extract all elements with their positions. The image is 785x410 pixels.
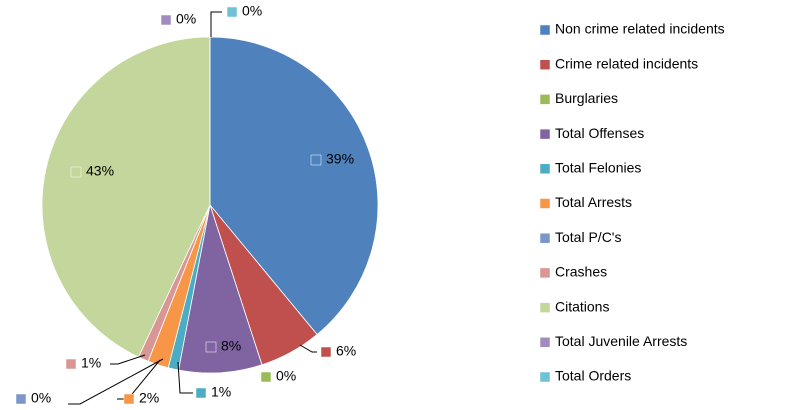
label-swatch xyxy=(70,166,82,178)
legend-swatch xyxy=(539,302,551,313)
legend-label: Total Arrests xyxy=(555,194,632,210)
label-swatch xyxy=(160,14,172,26)
legend-label: Burglaries xyxy=(555,90,618,106)
label-swatch xyxy=(260,371,272,383)
data-label: 1% xyxy=(81,355,101,371)
label-swatch xyxy=(320,346,332,358)
label-swatch xyxy=(65,358,77,370)
legend-label: Total Felonies xyxy=(555,160,641,176)
label-swatch xyxy=(310,154,322,166)
legend-swatch xyxy=(539,24,551,36)
legend-label: Total Offenses xyxy=(555,125,644,141)
label-swatch xyxy=(15,393,27,405)
legend-swatch xyxy=(539,59,551,70)
legend-label: Total Juvenile Arrests xyxy=(555,333,687,349)
data-label: 43% xyxy=(86,163,114,179)
label-swatch xyxy=(205,341,217,353)
label-swatch xyxy=(195,387,207,399)
data-label: 0% xyxy=(276,368,296,384)
data-label: 0% xyxy=(176,11,196,27)
label-swatch xyxy=(226,6,238,18)
legend-swatch xyxy=(539,267,551,279)
pie-slice xyxy=(41,36,211,358)
leader-line xyxy=(299,344,317,353)
legend-swatch xyxy=(539,371,551,383)
leader-line xyxy=(210,11,222,37)
leader-line xyxy=(177,361,193,394)
legend-label: Total Orders xyxy=(555,368,631,384)
data-label: 39% xyxy=(326,151,354,167)
data-label: 6% xyxy=(336,343,356,359)
legend-swatch xyxy=(539,232,551,244)
legend-label: Non crime related incidents xyxy=(555,21,725,37)
data-label: 0% xyxy=(31,390,51,406)
data-label: 2% xyxy=(139,390,159,406)
data-label: 0% xyxy=(242,3,262,19)
data-label: 1% xyxy=(211,384,231,400)
legend-swatch xyxy=(539,198,551,209)
legend-label: Crime related incidents xyxy=(555,55,698,71)
pie-slice xyxy=(209,36,379,336)
legend-swatch xyxy=(539,94,551,105)
legend-swatch xyxy=(539,128,551,140)
legend-label: Crashes xyxy=(555,264,607,280)
legend-swatch xyxy=(539,337,551,348)
data-label: 8% xyxy=(221,338,241,354)
leader-line xyxy=(110,354,146,365)
legend-label: Total P/C's xyxy=(555,229,621,245)
label-swatch xyxy=(123,393,135,405)
legend-swatch xyxy=(539,163,551,175)
legend-label: Citations xyxy=(555,298,609,314)
leader-line xyxy=(68,358,164,405)
